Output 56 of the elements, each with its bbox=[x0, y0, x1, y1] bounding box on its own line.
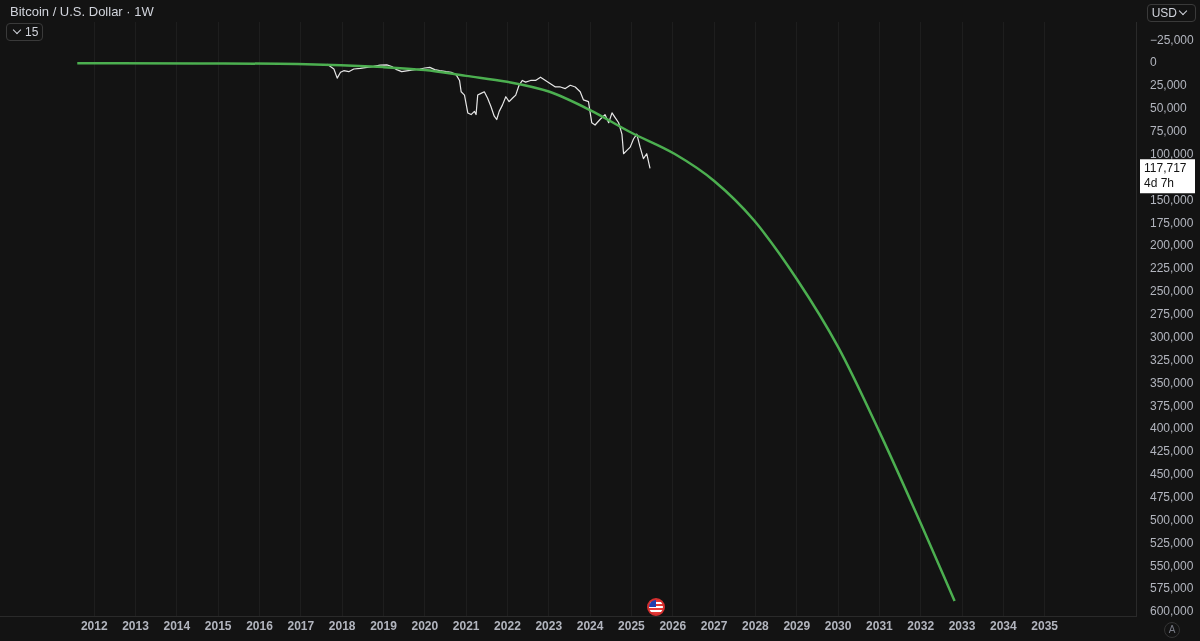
x-tick-label: 2027 bbox=[700, 619, 728, 634]
x-tick-label: 2018 bbox=[328, 619, 356, 634]
text: 4d 7h bbox=[1144, 175, 1175, 190]
y-tick-label: 575,000 bbox=[1150, 581, 1194, 596]
x-tick-label: 2029 bbox=[783, 619, 811, 634]
text: 117,717 bbox=[1144, 160, 1187, 175]
x-tick-label: 2012 bbox=[80, 619, 108, 634]
y-tick-label: 450,000 bbox=[1150, 467, 1194, 482]
y-tick-label: 150,000 bbox=[1150, 192, 1194, 207]
text: A bbox=[1164, 622, 1180, 638]
x-tick-label: 2013 bbox=[122, 619, 150, 634]
y-tick-label: 0 bbox=[1150, 55, 1157, 70]
line-series bbox=[76, 61, 956, 603]
annotation: 15 bbox=[6, 23, 44, 41]
x-tick-label: 2030 bbox=[824, 619, 852, 634]
y-tick-label: 25,000 bbox=[1150, 78, 1188, 93]
y-tick-label: 200,000 bbox=[1150, 238, 1194, 253]
x-tick-label: 2025 bbox=[618, 619, 646, 634]
y-tick-label: 75,000 bbox=[1150, 124, 1188, 139]
x-tick-label: 2026 bbox=[659, 619, 687, 634]
x-tick-label: 2020 bbox=[411, 619, 439, 634]
x-tick-label: 2031 bbox=[866, 619, 894, 634]
y-tick-label: −25,000 bbox=[1150, 32, 1195, 47]
x-tick-label: 2035 bbox=[1031, 619, 1059, 634]
y-tick-label: 525,000 bbox=[1150, 535, 1194, 550]
y-tick-label: 400,000 bbox=[1150, 421, 1194, 436]
y-tick-label: 425,000 bbox=[1150, 444, 1194, 459]
x-tick-label: 2022 bbox=[494, 619, 522, 634]
x-tick-label: 2016 bbox=[246, 619, 274, 634]
y-tick-label: 300,000 bbox=[1150, 329, 1194, 344]
text: USD bbox=[1146, 4, 1196, 22]
x-tick-label: 2021 bbox=[452, 619, 480, 634]
y-tick-label: 100,000 bbox=[1150, 146, 1194, 161]
x-tick-label: 2019 bbox=[370, 619, 398, 634]
x-tick-label: 2033 bbox=[948, 619, 976, 634]
chart-title: Bitcoin / U.S. Dollar · 1W bbox=[10, 4, 154, 19]
y-tick-label: 325,000 bbox=[1150, 352, 1194, 367]
x-tick-label: 2024 bbox=[576, 619, 604, 634]
x-tick-label: 2015 bbox=[204, 619, 232, 634]
x-tick-label: 2032 bbox=[907, 619, 935, 634]
y-tick-label: 475,000 bbox=[1150, 489, 1194, 504]
y-tick-label: 250,000 bbox=[1150, 284, 1194, 299]
y-tick-label: 275,000 bbox=[1150, 307, 1194, 322]
y-tick-label: 175,000 bbox=[1150, 215, 1194, 230]
x-tick-label: 2023 bbox=[535, 619, 563, 634]
y-tick-label: 375,000 bbox=[1150, 398, 1194, 413]
y-tick-label: 50,000 bbox=[1150, 101, 1188, 116]
x-tick-label: 2017 bbox=[287, 619, 315, 634]
x-tick-label: 2034 bbox=[990, 619, 1018, 634]
x-tick-label: 2014 bbox=[163, 619, 191, 634]
y-tick-label: 600,000 bbox=[1150, 604, 1194, 619]
x-tick-label: 2028 bbox=[742, 619, 770, 634]
y-tick-label: 225,000 bbox=[1150, 261, 1194, 276]
y-tick-label: 350,000 bbox=[1150, 375, 1194, 390]
y-tick-label: 550,000 bbox=[1150, 558, 1194, 573]
y-tick-label: 500,000 bbox=[1150, 512, 1194, 527]
